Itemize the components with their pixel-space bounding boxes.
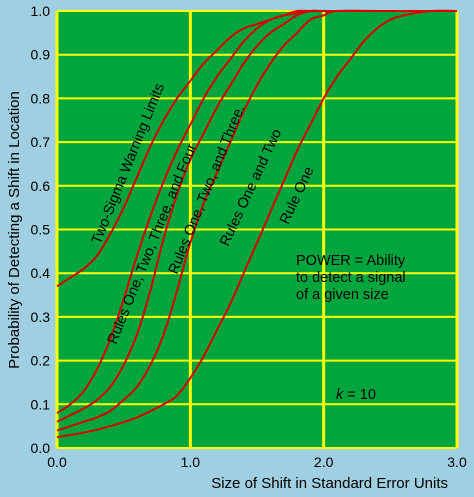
- y-tick-label: 0.0: [31, 440, 51, 456]
- y-tick-label: 1.0: [31, 3, 51, 19]
- series-line-3: [56, 9, 457, 423]
- y-tick-label: 0.5: [31, 222, 51, 238]
- y-tick-label: 0.3: [31, 309, 51, 325]
- power-note-line-2: to detect a signal: [296, 270, 406, 286]
- y-tick-label: 0.7: [31, 134, 51, 150]
- series-line-5: [56, 9, 458, 439]
- series-line-4: [56, 9, 457, 432]
- x-tick-label: 3.0: [447, 454, 467, 470]
- y-tick-label: 0.4: [31, 265, 51, 281]
- k-symbol: k: [336, 387, 344, 403]
- x-tick-label: 1.0: [181, 454, 201, 470]
- y-tick-label: 0.6: [31, 178, 51, 194]
- k-value: = 10: [343, 387, 376, 403]
- x-tick-label: 0.0: [47, 454, 67, 470]
- x-tick-labels: 0.0 1.0 2.0 3.0: [47, 454, 467, 470]
- x-tick-label: 2.0: [314, 454, 334, 470]
- y-tick-label: 0.1: [31, 396, 51, 412]
- y-tick-label: 0.2: [31, 353, 51, 369]
- y-axis-label: Probability of Detecting a Shift in Loca…: [6, 91, 23, 369]
- y-tick-labels: 0.0 0.1 0.2 0.3 0.4 0.5 0.6 0.7 0.8 0.9 1.0: [31, 3, 51, 456]
- curves: [56, 9, 458, 439]
- y-tick-label: 0.9: [31, 47, 51, 63]
- k-note: k = 10: [336, 387, 376, 403]
- x-axis-label: Size of Shift in Standard Error Units: [211, 475, 448, 492]
- series-line-2: [56, 9, 457, 414]
- power-note-line-3: of a given size: [296, 287, 389, 303]
- y-tick-label: 0.8: [31, 90, 51, 106]
- power-note-line-1: POWER = Ability: [296, 253, 406, 269]
